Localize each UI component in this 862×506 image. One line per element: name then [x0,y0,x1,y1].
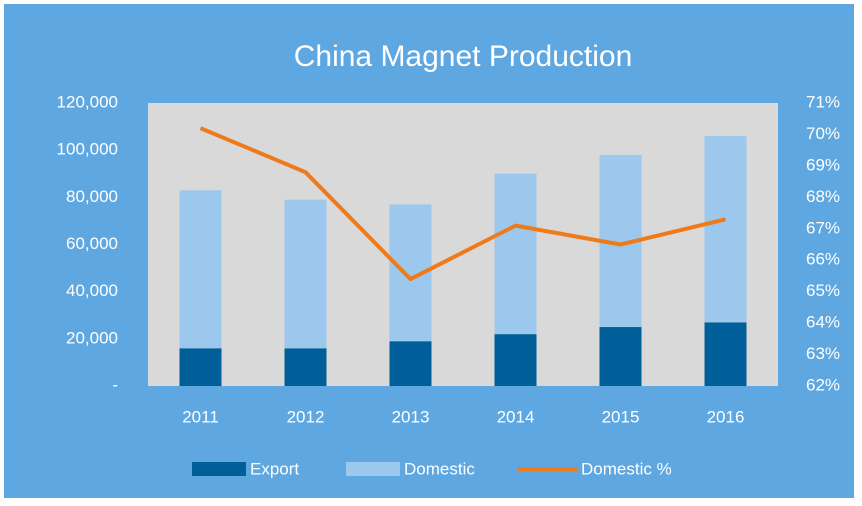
bar [704,136,747,323]
x-tick-label: 2012 [287,407,325,426]
y2-tick-label: 63% [806,344,840,363]
y2-tick-label: 67% [806,218,840,237]
y2-tick-label: 66% [806,250,840,269]
legend-label: Export [250,459,299,478]
y2-tick-label: 68% [806,187,840,206]
y-tick-label: 80,000 [66,187,118,206]
y-tick-label: - [112,375,118,394]
x-tick-label: 2016 [707,407,745,426]
x-tick-label: 2013 [392,407,430,426]
y2-tick-label: 65% [806,281,840,300]
y-tick-label: 20,000 [66,328,118,347]
legend-label: Domestic [404,459,475,478]
bar [284,348,327,386]
bar [704,322,747,386]
y2-tick-label: 71% [806,92,840,111]
bar [179,348,222,386]
bar [389,341,432,386]
x-tick-label: 2015 [602,407,640,426]
bar [179,190,222,349]
y2-tick-label: 69% [806,155,840,174]
bar [284,199,327,349]
legend-swatch [346,462,400,476]
chart-title: China Magnet Production [294,40,633,73]
bar [494,173,537,335]
x-tick-label: 2011 [182,407,219,426]
y-tick-label: 120,000 [57,92,118,111]
bar [494,334,537,386]
y2-tick-label: 64% [806,313,840,332]
bar [599,327,642,386]
legend-swatch [192,462,246,476]
y2-tick-label: 62% [806,375,840,394]
legend-label: Domestic % [581,459,672,478]
y-tick-label: 100,000 [57,140,118,159]
y-tick-label: 40,000 [66,281,118,300]
y-tick-label: 60,000 [66,234,118,253]
y2-tick-label: 70% [806,124,840,143]
line [199,126,726,282]
x-tick-label: 2014 [497,407,535,426]
